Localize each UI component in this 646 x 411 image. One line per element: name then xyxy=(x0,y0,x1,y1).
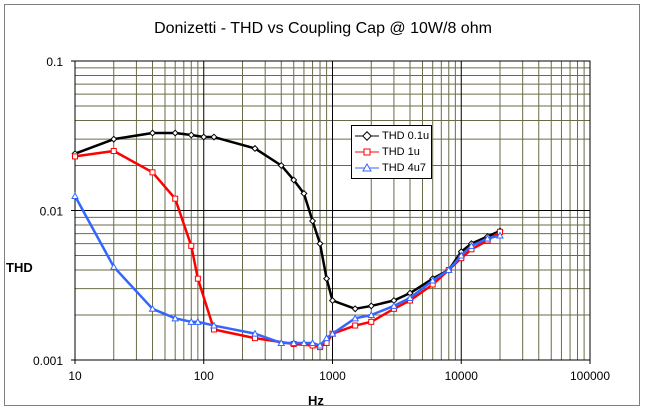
data-point-2 xyxy=(322,334,331,342)
data-point-1 xyxy=(194,275,201,282)
y-axis-label: THD xyxy=(6,260,33,275)
data-point-0 xyxy=(351,305,359,313)
data-point-2 xyxy=(210,321,218,329)
data-point-2 xyxy=(316,341,324,349)
data-point-1 xyxy=(352,322,359,329)
data-point-0 xyxy=(200,133,208,141)
data-point-2 xyxy=(300,338,308,346)
data-point-1 xyxy=(149,169,156,176)
data-point-2 xyxy=(171,314,180,322)
data-point-2 xyxy=(71,191,79,200)
data-point-2 xyxy=(496,231,504,239)
y-tick-label: 0.01 xyxy=(40,205,64,219)
data-point-0 xyxy=(309,217,317,225)
chart-title: Donizetti - THD vs Coupling Cap @ 10W/8 … xyxy=(154,20,492,37)
x-tick-label: 10 xyxy=(68,369,82,383)
legend-label-2: THD 4u7 xyxy=(382,162,427,174)
data-point-0 xyxy=(290,176,298,184)
data-point-2 xyxy=(390,301,398,309)
data-point-0 xyxy=(367,302,375,310)
data-point-2 xyxy=(308,338,317,346)
data-point-1 xyxy=(72,153,78,160)
data-point-2 xyxy=(406,293,414,301)
legend-item-2: THD 4u7 xyxy=(352,160,431,176)
data-point-2 xyxy=(467,241,476,249)
legend-label-0: THD 0.1u xyxy=(382,130,430,142)
x-tick-label: 100 xyxy=(194,369,214,383)
data-point-2 xyxy=(187,317,196,325)
x-axis-label: Hz xyxy=(308,393,324,408)
legend-marker-2 xyxy=(355,163,379,172)
data-point-2 xyxy=(483,234,492,242)
x-tick-label: 10000 xyxy=(445,369,479,383)
data-point-0 xyxy=(406,289,414,297)
data-point-0 xyxy=(300,189,308,198)
data-point-0 xyxy=(171,129,179,137)
legend: THD 0.1u THD 1u THD 4u7 xyxy=(351,125,432,179)
y-tick-label: 0.1 xyxy=(46,55,63,69)
series-line-1 xyxy=(74,149,501,349)
data-point-2 xyxy=(109,262,118,270)
data-point-0 xyxy=(328,296,337,305)
chart-frame xyxy=(4,4,640,406)
data-point-2 xyxy=(428,276,437,284)
data-point-2 xyxy=(251,329,259,337)
data-point-0 xyxy=(316,240,324,248)
series-line-2 xyxy=(73,195,501,347)
x-tick-label: 1000 xyxy=(319,369,346,383)
data-point-0 xyxy=(110,135,118,143)
data-point-2 xyxy=(367,310,376,318)
data-point-0 xyxy=(277,161,285,170)
legend-item-0: THD 0.1u xyxy=(352,128,431,144)
data-point-2 xyxy=(351,314,360,322)
legend-marker-0 xyxy=(355,131,379,141)
data-point-0 xyxy=(323,275,331,283)
plot-border xyxy=(74,60,591,361)
data-point-0 xyxy=(210,133,218,141)
data-point-1 xyxy=(110,148,117,155)
data-point-2 xyxy=(289,338,298,346)
data-point-2 xyxy=(444,265,453,273)
data-point-1 xyxy=(368,318,375,325)
data-point-0 xyxy=(187,131,195,139)
data-point-2 xyxy=(457,251,466,259)
x-tick-label: 100000 xyxy=(570,369,610,383)
data-point-2 xyxy=(277,338,286,346)
data-point-0 xyxy=(390,296,398,305)
data-point-1 xyxy=(172,195,179,202)
legend-marker-1 xyxy=(355,148,379,156)
data-point-0 xyxy=(148,129,157,137)
data-point-0 xyxy=(251,144,259,152)
legend-label-1: THD 1u xyxy=(382,146,420,158)
legend-item-1: THD 1u xyxy=(352,144,431,160)
data-point-2 xyxy=(328,329,337,337)
data-point-2 xyxy=(148,304,157,312)
data-point-2 xyxy=(194,317,202,325)
data-point-1 xyxy=(188,242,195,249)
y-tick-label: 0.001 xyxy=(33,354,63,368)
